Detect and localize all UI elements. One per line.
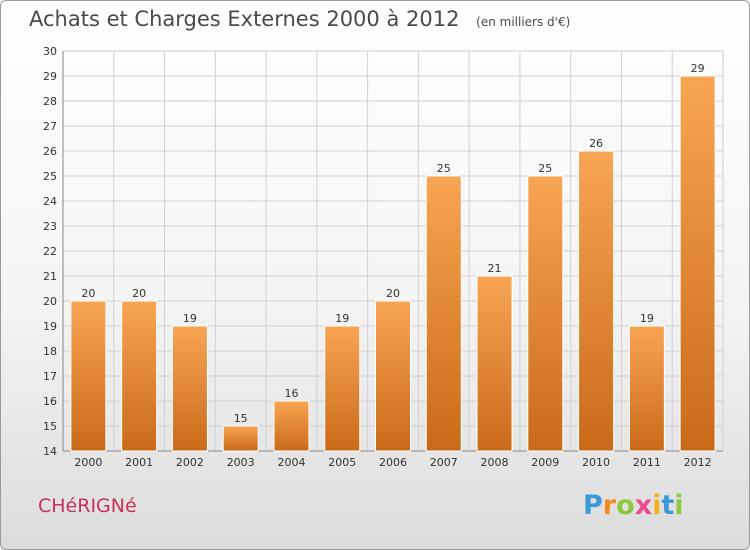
y-tick-label: 26 [43, 145, 57, 158]
x-tick-label: 2002 [176, 456, 204, 469]
y-tick-label: 15 [43, 420, 57, 433]
title-text: Achats et Charges Externes 2000 à 2012 [29, 7, 460, 31]
y-tick-label: 22 [43, 245, 57, 258]
x-tick-label: 2004 [277, 456, 305, 469]
data-label: 19 [640, 312, 654, 325]
logo-letter: o [616, 490, 635, 521]
bar-2010 [578, 150, 615, 452]
y-tick-label: 21 [43, 270, 57, 283]
data-label: 26 [589, 137, 603, 150]
x-tick-label: 2009 [531, 456, 559, 469]
x-tick-label: 2011 [633, 456, 661, 469]
y-tick-label: 24 [43, 195, 57, 208]
y-tick-label: 20 [43, 295, 57, 308]
bar-2007 [425, 175, 462, 452]
axes: 14 15 16 17 18 19 20 21 22 23 24 25 26 27 28 29 30 2000 20… [43, 45, 723, 469]
data-label: 19 [335, 312, 349, 325]
bar-2002 [171, 325, 208, 452]
bar-2006 [375, 300, 411, 452]
data-labels: 20 20 19 15 16 19 20 25 21 25 26 19 29 [81, 62, 704, 425]
x-tick-label: 2001 [125, 456, 153, 469]
logo-letter: i [652, 490, 662, 521]
data-label: 16 [284, 387, 298, 400]
bar-2003 [222, 425, 259, 452]
x-tick-label: 2008 [481, 456, 509, 469]
data-label: 21 [488, 262, 502, 275]
bar-2004 [273, 400, 310, 452]
x-tick-label: 2003 [227, 456, 255, 469]
data-label: 19 [183, 312, 197, 325]
data-label: 25 [538, 162, 552, 175]
x-tick-label: 2010 [582, 456, 610, 469]
x-tick-label: 2005 [328, 456, 356, 469]
bar-2012 [679, 75, 716, 452]
y-tick-label: 25 [43, 170, 57, 183]
bar-2008 [476, 275, 513, 452]
x-tick-label: 2012 [684, 456, 712, 469]
y-tick-label: 29 [43, 70, 57, 83]
data-label: 20 [132, 287, 146, 300]
logo-letter: i [674, 490, 684, 521]
data-label: 20 [386, 287, 400, 300]
y-tick-label: 17 [43, 370, 57, 383]
data-label: 15 [234, 412, 248, 425]
proxiti-logo: Proxiti [583, 490, 684, 521]
y-tick-label: 14 [43, 445, 57, 458]
chart-title: Achats et Charges Externes 2000 à 2012 (… [29, 7, 570, 31]
x-tick-label: 2000 [74, 456, 102, 469]
commune-name: CHéRIGNé [38, 495, 137, 517]
x-tick-label: 2006 [379, 456, 407, 469]
logo-letter: t [661, 490, 675, 521]
data-label: 20 [81, 287, 95, 300]
logo-letter: x [634, 490, 653, 521]
data-label: 29 [691, 62, 705, 75]
y-tick-label: 28 [43, 95, 57, 108]
y-tick-label: 16 [43, 395, 57, 408]
logo-letter: r [602, 490, 617, 521]
bar-2001 [121, 300, 158, 452]
data-label: 25 [437, 162, 451, 175]
y-tick-label: 27 [43, 120, 57, 133]
y-tick-label: 23 [43, 220, 57, 233]
bar-2000 [70, 300, 107, 452]
x-tick-label: 2007 [430, 456, 458, 469]
logo-letter: P [583, 490, 603, 521]
bar-2005 [324, 325, 361, 452]
y-tick-label: 18 [43, 345, 57, 358]
unit-note: (en milliers d'€) [476, 15, 571, 29]
bars [70, 75, 716, 452]
y-tick-label: 30 [43, 45, 57, 58]
bar-2011 [628, 325, 665, 452]
y-tick-label: 19 [43, 320, 57, 333]
bar-2009 [527, 175, 564, 452]
